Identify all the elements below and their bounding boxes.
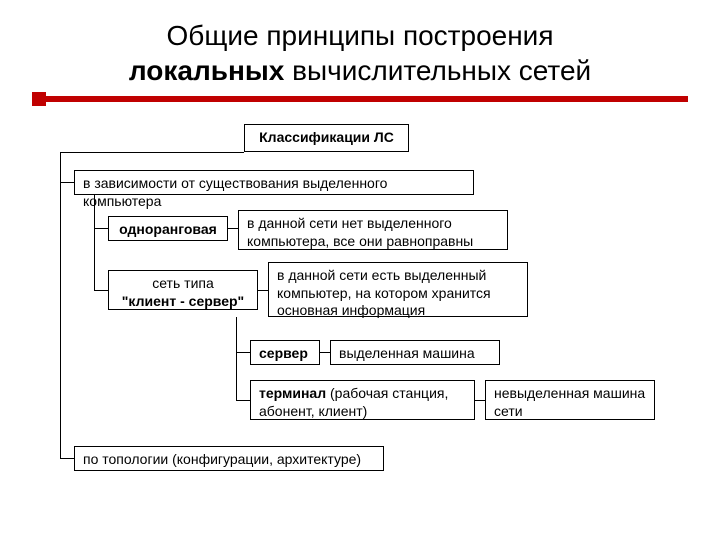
connector-line xyxy=(94,290,108,291)
box-terminal-desc: невыделенная машина сети xyxy=(485,380,655,420)
connector-line xyxy=(236,317,237,400)
connector-line xyxy=(94,195,95,290)
connector-line xyxy=(228,228,238,229)
title-part1: Общие принципы построения xyxy=(167,20,554,51)
box-server: сервер xyxy=(250,340,320,365)
box-cs-desc: в данной сети есть выделенный компьютер,… xyxy=(268,262,528,317)
box-cs-text-a: сеть типа xyxy=(152,275,214,291)
connector-line xyxy=(258,290,268,291)
connector-line xyxy=(236,400,250,401)
box-cs-desc-text: в данной сети есть выделенный компьютер,… xyxy=(277,267,491,318)
connector-line xyxy=(320,352,330,353)
box-peer-desc: в данной сети нет выделенного компьютера… xyxy=(238,210,508,250)
box-crit2-text: по топологии (конфигурации, архитектуре) xyxy=(83,451,361,467)
box-server-desc-text: выделенная машина xyxy=(339,345,475,361)
connector-line xyxy=(94,228,108,229)
box-root-text: Классификации ЛС xyxy=(259,129,394,145)
box-server-text: сервер xyxy=(259,345,308,361)
slide-title: Общие принципы построения локальных вычи… xyxy=(0,18,720,88)
connector-line xyxy=(475,400,485,401)
connector-line xyxy=(60,458,74,459)
box-root: Классификации ЛС xyxy=(244,124,409,152)
box-peer-desc-text: в данной сети нет выделенного компьютера… xyxy=(247,215,473,249)
box-cs: сеть типа "клиент - сервер" xyxy=(108,270,258,310)
connector-line xyxy=(236,352,250,353)
title-part3: вычислительных сетей xyxy=(284,55,591,86)
box-peer-text: одноранговая xyxy=(119,221,217,237)
box-terminal-text-a: терминал xyxy=(259,385,326,401)
title-red-line xyxy=(32,96,688,102)
box-terminal-desc-text: невыделенная машина сети xyxy=(494,385,645,419)
box-crit1-text: в зависимости от существования выделенно… xyxy=(83,175,387,209)
box-server-desc: выделенная машина xyxy=(330,340,500,365)
box-peer: одноранговая xyxy=(108,216,228,241)
connector-line xyxy=(60,182,74,183)
box-crit2: по топологии (конфигурации, архитектуре) xyxy=(74,446,384,471)
box-terminal: терминал (рабочая станция, абонент, клие… xyxy=(250,380,475,420)
box-crit1: в зависимости от существования выделенно… xyxy=(74,170,474,195)
connector-line xyxy=(60,152,244,153)
box-cs-text-b: "клиент - сервер" xyxy=(122,293,244,309)
connector-line xyxy=(60,152,61,458)
title-bold: локальных xyxy=(129,55,285,86)
